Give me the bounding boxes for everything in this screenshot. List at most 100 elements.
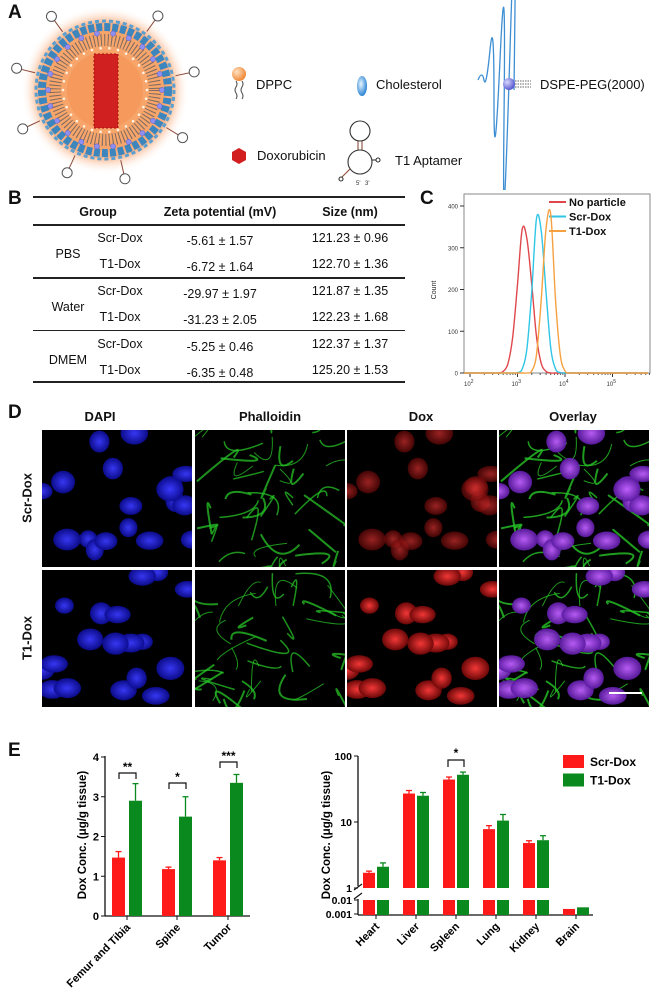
cholesterol-dot [156, 103, 163, 109]
table-rule-header [33, 224, 405, 226]
actin-fiber [554, 659, 564, 692]
nucleus [510, 528, 538, 551]
actin-fiber [319, 439, 345, 448]
aptamer-stem [146, 19, 156, 32]
nucleus [508, 470, 533, 494]
actin-fiber [290, 468, 305, 485]
significance-bracket [118, 772, 137, 779]
lipid-head [62, 79, 66, 83]
actin-fiber [290, 579, 298, 606]
nucleus [347, 483, 358, 500]
lipid-head [131, 119, 135, 123]
significance-marker: ** [123, 760, 133, 774]
actin-fiber [629, 459, 649, 467]
lipid-head [108, 130, 111, 134]
aptamer-loop [11, 62, 23, 74]
bar-scr-dox [443, 779, 455, 888]
micrograph-dox-scr-dox [347, 430, 497, 567]
nucleus [425, 430, 454, 445]
actin-fiber [528, 490, 556, 500]
nucleus [577, 430, 606, 445]
bar-t1-dox [537, 840, 549, 888]
actin-fiber [271, 573, 285, 599]
lipid-head [90, 128, 94, 132]
x-tick-exponent: 3 [518, 379, 521, 385]
cholesterol-dot [159, 87, 165, 93]
actin-fiber [551, 660, 586, 669]
actin-fiber [245, 680, 262, 698]
bar-lower-scr-dox [523, 900, 535, 915]
actin-fiber [284, 491, 294, 506]
actin-fiber [253, 542, 287, 558]
actin-fiber [332, 550, 340, 567]
aptamer-3prime: 3' [365, 181, 369, 187]
nucleus [77, 628, 104, 651]
aptamer-loop [61, 167, 73, 179]
actin-fiber [520, 619, 535, 645]
actin-fiber [237, 616, 254, 629]
nucleus [424, 497, 448, 515]
x-tick-label: Spine [153, 922, 183, 952]
cholesterol-dot [78, 35, 85, 42]
actin-fiber [312, 430, 321, 434]
nucleus [409, 605, 436, 624]
nucleus [479, 580, 497, 598]
nucleus [499, 655, 525, 673]
nucleus [534, 628, 561, 651]
plot-frame [463, 193, 651, 374]
actin-fiber [545, 680, 560, 700]
bar-lower-scr-dox [483, 900, 495, 915]
actin-fiber [270, 430, 273, 434]
zeta: -31.23 ± 2.05 [183, 313, 257, 327]
bar-t1-dox [577, 907, 589, 915]
nucleus [128, 570, 156, 586]
actin-fiber [278, 557, 287, 567]
dppc-lipid-icon [232, 67, 246, 100]
x-tick-label: Lung [475, 921, 502, 948]
nucleus [172, 465, 192, 482]
bar-scr-dox [563, 908, 575, 915]
nucleus [559, 632, 586, 655]
actin-fiber [340, 655, 345, 670]
nucleus [461, 656, 490, 681]
actin-fiber [195, 599, 219, 606]
micrograph-dox-t1-dox [347, 570, 497, 707]
column-header-phalloidin: Phalloidin [238, 409, 302, 424]
nucleus [53, 528, 81, 551]
x-tick-label: Heart [354, 920, 383, 949]
cholesterol-dot [139, 130, 146, 136]
actin-fiber [253, 436, 273, 461]
actin-fiber [231, 647, 239, 670]
lipid-head [124, 52, 128, 55]
micrograph-phalloidin-t1-dox [195, 570, 345, 707]
x-tick-base: 10 [559, 382, 566, 388]
nucleus [446, 687, 475, 705]
panel-label-b: B [8, 188, 22, 209]
aptamer-stem [166, 127, 179, 136]
nucleus [431, 667, 452, 689]
actin-fiber [278, 445, 294, 467]
nucleus [141, 687, 170, 705]
lipid-head [145, 88, 149, 92]
actin-fiber [259, 565, 272, 567]
column-header-dox: Dox [408, 409, 434, 424]
lipid-head [137, 64, 141, 67]
bar-lower-t1-dox [417, 900, 429, 915]
actin-fiber [301, 600, 337, 617]
nucleus [407, 457, 428, 480]
series-line-scr-dox [464, 213, 648, 374]
aptamer-loop [177, 132, 189, 144]
x-tick-exponent: 2 [471, 379, 474, 385]
significance-marker: * [175, 770, 180, 784]
significance-bracket [447, 759, 465, 767]
actin-fiber [224, 490, 252, 500]
actin-fiber [499, 604, 505, 618]
actin-fiber [541, 581, 565, 607]
panel-label-a: A [8, 2, 22, 23]
actin-fiber [195, 611, 213, 622]
actin-fiber [306, 611, 345, 625]
bar-lower-t1-dox [537, 900, 549, 915]
nucleus [592, 531, 621, 550]
nucleus [510, 678, 539, 699]
